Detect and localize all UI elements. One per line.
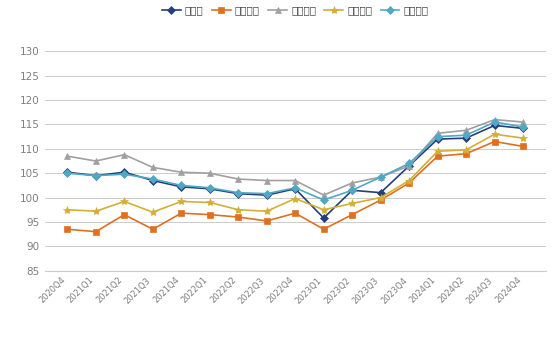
总指数: [263, 193, 270, 197]
健康指数: [434, 135, 441, 139]
消费指数: [121, 213, 128, 217]
总指数: [434, 137, 441, 141]
健康指数: [64, 171, 71, 175]
金融指数: [207, 200, 213, 204]
健康指数: [377, 175, 384, 179]
消费指数: [292, 211, 299, 215]
消费指数: [377, 198, 384, 202]
健康指数: [406, 161, 413, 166]
旅游指数: [520, 120, 526, 124]
健康指数: [520, 125, 526, 129]
消费指数: [491, 139, 498, 144]
总指数: [320, 216, 327, 220]
旅游指数: [349, 181, 355, 185]
旅游指数: [320, 193, 327, 197]
旅游指数: [406, 164, 413, 168]
总指数: [121, 170, 128, 174]
健康指数: [292, 186, 299, 190]
Legend: 总指数, 消费指数, 旅游指数, 金融指数, 健康指数: 总指数, 消费指数, 旅游指数, 金融指数, 健康指数: [162, 6, 428, 16]
消费指数: [463, 152, 470, 156]
旅游指数: [434, 131, 441, 135]
总指数: [92, 174, 99, 178]
金融指数: [263, 209, 270, 213]
金融指数: [491, 132, 498, 136]
消费指数: [178, 211, 184, 215]
金融指数: [463, 148, 470, 152]
总指数: [491, 124, 498, 128]
消费指数: [263, 219, 270, 223]
健康指数: [92, 174, 99, 178]
Line: 金融指数: 金融指数: [63, 130, 527, 216]
金融指数: [377, 195, 384, 200]
总指数: [520, 126, 526, 130]
Line: 总指数: 总指数: [65, 123, 526, 221]
健康指数: [349, 188, 355, 192]
旅游指数: [263, 178, 270, 183]
金融指数: [149, 210, 156, 214]
总指数: [235, 192, 242, 196]
健康指数: [149, 177, 156, 181]
旅游指数: [292, 178, 299, 183]
总指数: [377, 191, 384, 195]
金融指数: [320, 208, 327, 212]
金融指数: [434, 149, 441, 153]
消费指数: [207, 213, 213, 217]
金融指数: [520, 136, 526, 140]
消费指数: [235, 215, 242, 219]
总指数: [64, 170, 71, 174]
消费指数: [434, 154, 441, 158]
Line: 消费指数: 消费指数: [65, 139, 526, 235]
金融指数: [235, 208, 242, 212]
金融指数: [178, 200, 184, 204]
金融指数: [406, 178, 413, 183]
消费指数: [406, 181, 413, 185]
旅游指数: [149, 165, 156, 169]
Line: 健康指数: 健康指数: [65, 119, 526, 203]
消费指数: [149, 227, 156, 231]
旅游指数: [178, 170, 184, 174]
消费指数: [320, 227, 327, 231]
金融指数: [92, 209, 99, 213]
健康指数: [263, 192, 270, 196]
消费指数: [92, 230, 99, 234]
总指数: [207, 187, 213, 191]
金融指数: [292, 196, 299, 201]
健康指数: [320, 198, 327, 202]
总指数: [349, 188, 355, 192]
总指数: [178, 185, 184, 189]
旅游指数: [207, 171, 213, 175]
金融指数: [349, 201, 355, 205]
消费指数: [520, 144, 526, 149]
总指数: [463, 136, 470, 140]
健康指数: [178, 183, 184, 187]
总指数: [149, 178, 156, 183]
旅游指数: [491, 118, 498, 122]
健康指数: [121, 172, 128, 176]
金融指数: [121, 200, 128, 204]
旅游指数: [121, 153, 128, 157]
总指数: [292, 187, 299, 191]
金融指数: [64, 208, 71, 212]
消费指数: [64, 227, 71, 231]
健康指数: [207, 186, 213, 190]
消费指数: [349, 213, 355, 217]
总指数: [406, 164, 413, 168]
旅游指数: [235, 177, 242, 181]
旅游指数: [64, 154, 71, 158]
旅游指数: [92, 159, 99, 163]
健康指数: [463, 133, 470, 137]
健康指数: [491, 120, 498, 124]
Line: 旅游指数: 旅游指数: [65, 117, 526, 198]
旅游指数: [463, 128, 470, 133]
健康指数: [235, 191, 242, 195]
旅游指数: [377, 175, 384, 179]
